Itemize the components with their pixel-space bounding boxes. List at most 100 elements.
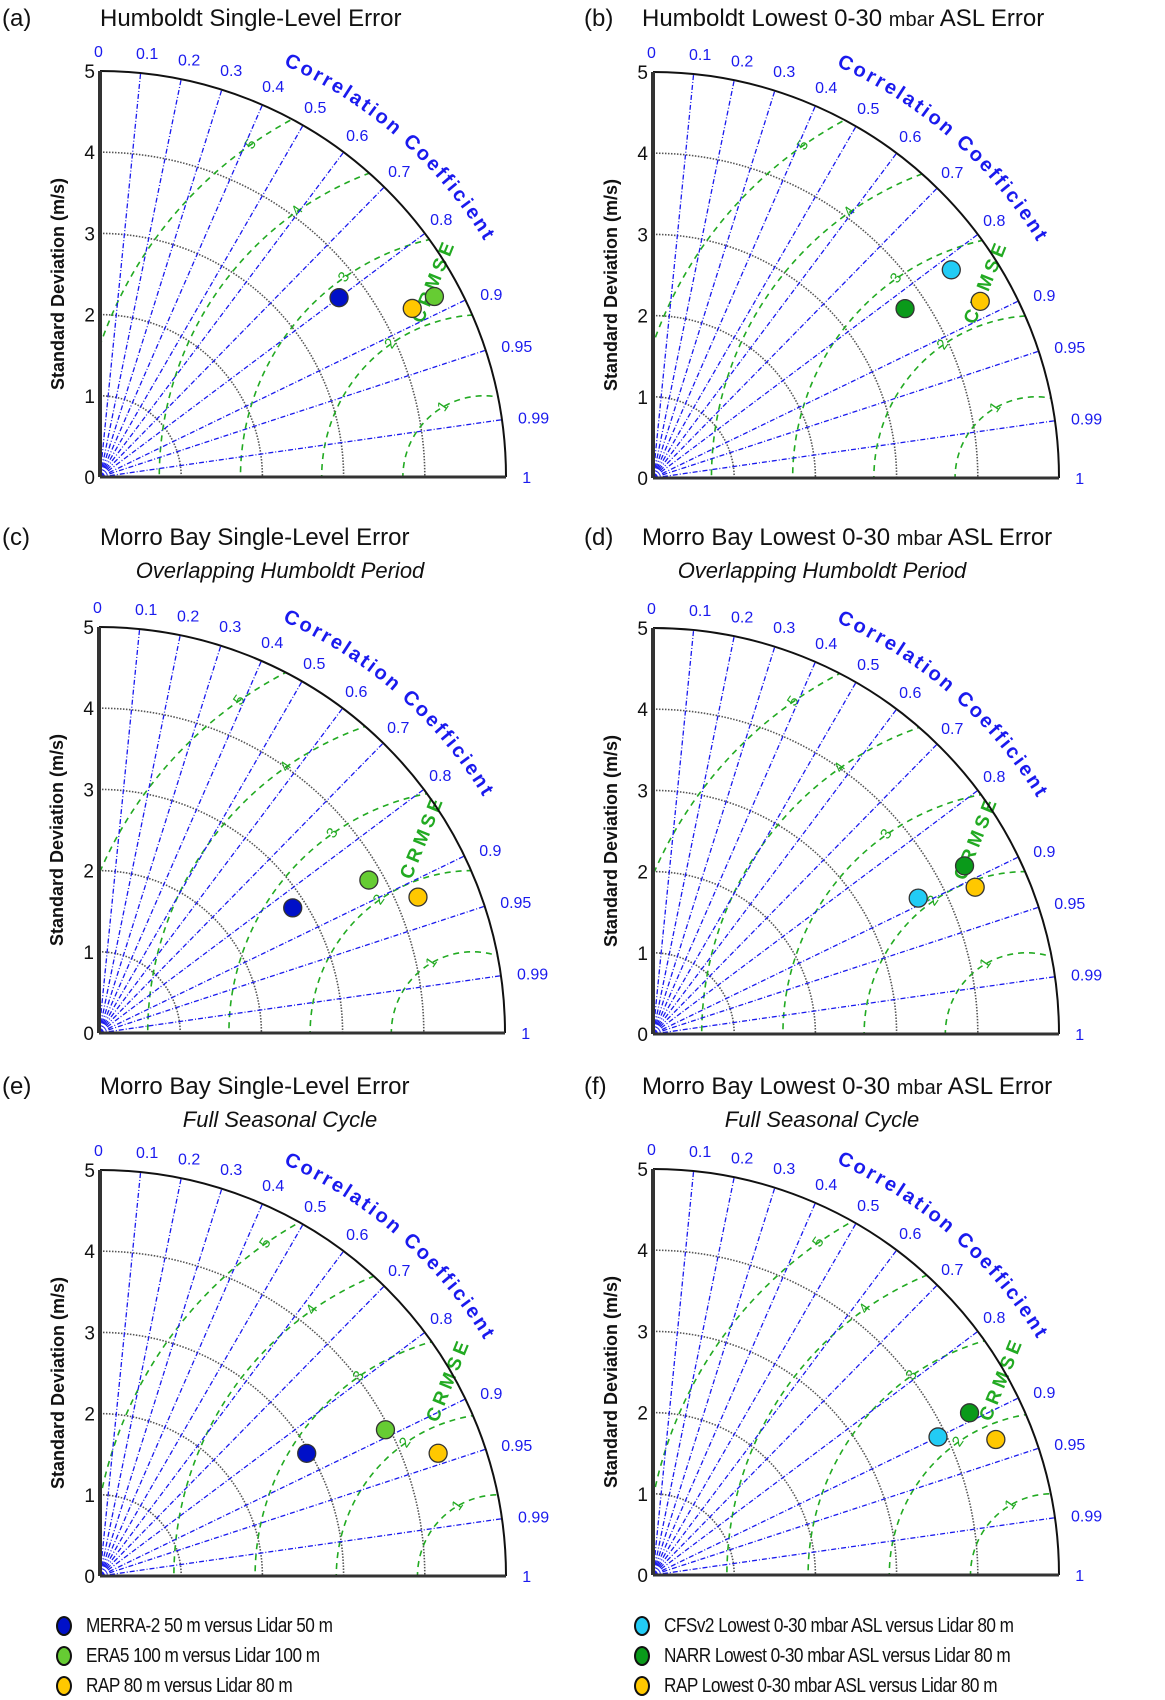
correlation-axis-label-path: Correlation Coefficient — [281, 49, 497, 245]
legend-label: RAP Lowest 0-30 mbar ASL versus Lidar 80… — [664, 1675, 998, 1697]
correlation-line — [99, 299, 466, 478]
std-tick-label: 3 — [83, 780, 94, 801]
correlation-line — [652, 90, 776, 479]
panel-title: Humboldt Single-Level Error — [100, 5, 401, 32]
correlation-line — [98, 681, 303, 1034]
panel-label: (b) — [584, 5, 613, 32]
correlation-tick-label: 0.8 — [983, 1310, 1005, 1327]
title-part: ASL Error — [942, 1073, 1052, 1100]
marker-icon — [56, 1616, 72, 1636]
correlation-tick-label: 0.95 — [501, 1438, 532, 1455]
std-arc — [99, 1412, 264, 1577]
y-axis-label: Standard Deviation (m/s) — [47, 734, 67, 946]
panel-title: Morro Bay Lowest 0-30 mbar ASL Error — [642, 1073, 1052, 1100]
correlation-tick-label: 0.3 — [773, 1161, 795, 1178]
std-tick-label: 1 — [83, 943, 94, 964]
correlation-tick-label: 0.5 — [857, 1198, 879, 1215]
std-tick-label: 0 — [637, 469, 648, 490]
crmse-axis-label: CRMSE — [976, 1334, 1029, 1424]
std-tick-label: 3 — [637, 225, 648, 246]
correlation-tick-label: 0.1 — [136, 46, 158, 63]
correlation-line — [99, 104, 263, 478]
title-part: ASL Error — [934, 5, 1044, 32]
std-tick-label: 3 — [637, 1322, 648, 1343]
correlation-line — [99, 151, 345, 478]
crmse-axis-label: CRMSE — [423, 1335, 476, 1425]
std-tick-label: 3 — [84, 1323, 95, 1344]
std-tick-label: 0 — [84, 468, 95, 489]
y-axis-label: Standard Deviation (m/s) — [48, 1277, 68, 1489]
correlation-line — [99, 1224, 304, 1577]
correlation-line — [99, 1250, 345, 1577]
marker-icon — [634, 1676, 650, 1696]
correlation-line — [98, 855, 465, 1034]
correlation-tick-label: 0.1 — [136, 1145, 158, 1162]
std-tick-label: 1 — [84, 1486, 95, 1507]
data-point — [895, 298, 915, 319]
correlation-tick-label: 0.9 — [1033, 844, 1055, 861]
legend-label: MERRA-2 50 m versus Lidar 50 m — [86, 1615, 333, 1637]
correlation-tick-label: 0 — [647, 45, 656, 62]
correlation-tick-label: 0.2 — [178, 1151, 200, 1168]
title-part: Morro Bay Single-Level Error — [100, 524, 409, 551]
correlation-axis-label-path: Correlation Coefficient — [834, 606, 1050, 802]
correlation-tick-label: 1 — [522, 1569, 531, 1586]
std-tick-label: 5 — [84, 1161, 95, 1182]
correlation-axis-label: Correlation Coefficient — [280, 605, 499, 801]
std-tick-label: 2 — [637, 863, 648, 884]
y-axis-label: Standard Deviation (m/s) — [601, 1276, 621, 1488]
panel-title: Morro Bay Lowest 0-30 mbar ASL Error — [642, 524, 1052, 551]
std-tick-label: 0 — [84, 1567, 95, 1588]
marker-icon — [634, 1616, 650, 1636]
taylor-panel-c: (c) Morro Bay Single-Level Error Overlappi… — [2, 524, 548, 1045]
crmse-tick-label: 3 — [887, 270, 906, 287]
correlation-tick-label: 0.3 — [773, 64, 795, 81]
panel-label: (c) — [2, 524, 30, 551]
correlation-tick-label: 1 — [1075, 1027, 1084, 1044]
correlation-tick-label: 0.6 — [346, 128, 368, 145]
correlation-axis-label: Correlation Coefficient — [834, 606, 1053, 802]
data-point — [965, 877, 985, 897]
std-tick-label: 3 — [84, 224, 95, 245]
correlation-line — [99, 1331, 426, 1577]
std-tick-label: 5 — [84, 62, 95, 83]
correlation-line — [652, 682, 857, 1035]
data-point — [986, 1429, 1006, 1450]
data-point — [908, 888, 928, 908]
panel-title: Morro Bay Single-Level Error — [100, 1073, 409, 1100]
correlation-line — [652, 1223, 857, 1576]
panel-label: (e) — [2, 1073, 31, 1100]
correlation-tick-label: 0.6 — [346, 1227, 368, 1244]
correlation-line — [652, 73, 695, 479]
outer-arc — [652, 71, 1060, 479]
data-point — [941, 260, 961, 280]
correlation-line — [99, 1398, 466, 1577]
correlation-tick-label: 0.4 — [262, 79, 284, 96]
data-point — [954, 856, 975, 876]
panel-subtitle: Overlapping Humboldt Period — [136, 558, 425, 583]
correlation-line — [652, 856, 1019, 1035]
panel-label: (a) — [2, 5, 31, 32]
outer-arc — [99, 70, 507, 478]
correlation-tick-label: 0.8 — [983, 769, 1005, 786]
correlation-tick-label: 0.7 — [388, 164, 410, 181]
correlation-line — [652, 233, 979, 479]
correlation-tick-label: 0.4 — [261, 635, 283, 652]
correlation-line — [652, 1249, 898, 1576]
correlation-tick-label: 0.3 — [220, 63, 242, 80]
correlation-line — [98, 788, 425, 1034]
correlation-line — [652, 646, 776, 1035]
correlation-tick-label: 0.99 — [1071, 968, 1102, 985]
title-part: Humboldt Lowest 0-30 — [642, 5, 889, 32]
panel-label: (d) — [584, 524, 613, 551]
panel-subtitle: Overlapping Humboldt Period — [678, 558, 967, 583]
correlation-line — [99, 419, 503, 478]
std-arc — [652, 1330, 898, 1576]
correlation-line — [652, 300, 1019, 479]
correlation-tick-label: 0.8 — [430, 212, 452, 229]
correlation-line — [99, 1188, 223, 1577]
std-tick-label: 2 — [84, 306, 95, 327]
std-tick-label: 2 — [83, 862, 94, 883]
y-axis-label: Standard Deviation (m/s) — [601, 735, 621, 947]
crmse-tick-label: 3 — [323, 825, 342, 842]
